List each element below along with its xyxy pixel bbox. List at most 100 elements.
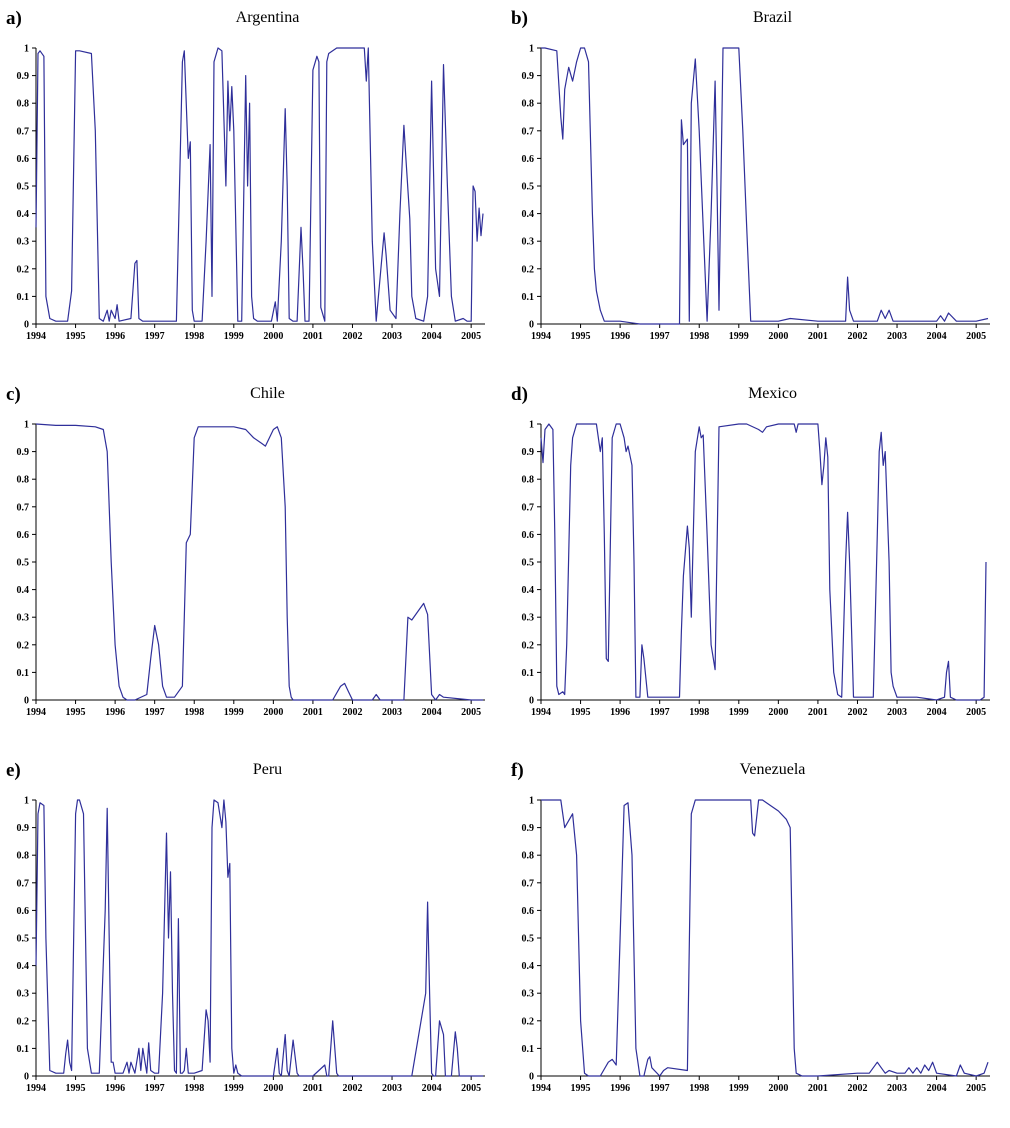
y-tick-label: 0.9: [17, 823, 30, 834]
y-tick-label: 0.2: [17, 1016, 30, 1027]
x-tick-label: 1994: [531, 1083, 551, 1094]
x-tick-label: 1998: [184, 331, 204, 342]
panel-label: d): [511, 384, 528, 405]
y-tick-label: 0.2: [522, 1016, 535, 1027]
panel-chile: c) Chile 0 0.1 0.2 0.3 0.4 0.5 0.6 0.7 0.8 0.9 1 19…: [0, 376, 505, 752]
x-tick-label: 1998: [689, 1083, 709, 1094]
x-tick-label: 1995: [66, 331, 86, 342]
y-tick-label: 0.3: [17, 237, 30, 248]
y-tick-label: 0.7: [17, 126, 30, 137]
y-tick-label: 1: [24, 796, 29, 807]
y-tick-label: 0.9: [522, 71, 535, 82]
x-tick-label: 1998: [184, 707, 204, 718]
y-tick-label: 1: [529, 420, 534, 431]
y-tick-label: 0.3: [17, 989, 30, 1000]
y-tick-label: 0.5: [522, 934, 535, 945]
y-tick-label: 0.6: [17, 906, 30, 917]
y-tick-label: 0.1: [17, 668, 30, 679]
y-tick-label: 0.1: [522, 668, 535, 679]
y-tick-label: 0.1: [17, 1044, 30, 1055]
x-tick-label: 2002: [847, 1083, 867, 1094]
y-tick-label: 0.4: [522, 961, 535, 972]
x-tick-label: 2000: [768, 331, 788, 342]
series-line: [541, 799, 989, 1077]
series-line: [540, 423, 987, 701]
x-tick-label: 2004: [422, 1083, 442, 1094]
chart-plot: 0 0.1 0.2 0.3 0.4 0.5 0.6 0.7 0.8 0.9 1 1994 1995 199…: [17, 420, 485, 718]
y-tick-label: 0.2: [522, 264, 535, 275]
y-tick-label: 0.3: [522, 237, 535, 248]
x-tick-label: 1999: [729, 331, 749, 342]
y-tick-label: 0.9: [522, 823, 535, 834]
y-tick-label: 0.3: [522, 989, 535, 1000]
y-tick-label: 0: [24, 320, 29, 331]
panel-mexico: d) Mexico 0 0.1 0.2 0.3 0.4 0.5 0.6 0.7 0.8 0.9 1 1…: [505, 376, 1010, 752]
x-tick-label: 1997: [145, 1083, 165, 1094]
panel-label: c): [6, 384, 21, 405]
y-tick-label: 0.4: [17, 209, 30, 220]
x-tick-label: 2001: [303, 331, 323, 342]
y-tick-label: 0.9: [17, 447, 30, 458]
y-tick-label: 0: [529, 320, 534, 331]
x-tick-label: 2000: [768, 707, 788, 718]
x-tick-label: 1994: [531, 707, 551, 718]
x-tick-label: 1999: [729, 707, 749, 718]
x-tick-label: 2003: [382, 1083, 402, 1094]
x-tick-label: 1999: [729, 1083, 749, 1094]
y-tick-label: 0.7: [17, 502, 30, 513]
chart-title: Brazil: [752, 9, 793, 26]
panel-label: f): [511, 760, 524, 781]
x-tick-label: 2003: [382, 331, 402, 342]
y-tick-label: 0.5: [522, 182, 535, 193]
y-tick-label: 0.2: [17, 640, 30, 651]
x-tick-label: 2001: [808, 331, 828, 342]
y-tick-label: 0.5: [17, 558, 30, 569]
y-tick-label: 0.7: [522, 502, 535, 513]
y-tick-label: 0.5: [17, 182, 30, 193]
x-tick-label: 2005: [461, 1083, 481, 1094]
chart-plot: 0 0.1 0.2 0.3 0.4 0.5 0.6 0.7 0.8 0.9 1 1994 1995 199…: [17, 796, 485, 1094]
y-tick-label: 0.4: [17, 585, 30, 596]
x-tick-label: 2002: [847, 707, 867, 718]
x-tick-label: 1995: [66, 1083, 86, 1094]
y-tick-label: 0: [24, 696, 29, 707]
x-tick-label: 1994: [26, 707, 46, 718]
y-tick-label: 0.6: [522, 530, 535, 541]
y-tick-label: 0.3: [17, 613, 30, 624]
x-tick-label: 2003: [887, 1083, 907, 1094]
y-tick-label: 0.1: [17, 292, 30, 303]
y-tick-label: 0.4: [522, 585, 535, 596]
chart-plot: 0 0.1 0.2 0.3 0.4 0.5 0.6 0.7 0.8 0.9 1 1994 1995 199…: [522, 44, 990, 342]
x-tick-label: 2005: [966, 1083, 986, 1094]
series-line: [541, 47, 989, 325]
y-tick-label: 0.4: [17, 961, 30, 972]
x-tick-label: 2004: [927, 1083, 947, 1094]
y-tick-label: 0: [24, 1072, 29, 1083]
x-tick-label: 2001: [303, 1083, 323, 1094]
x-tick-label: 1995: [66, 707, 86, 718]
chart-title: Mexico: [748, 385, 797, 402]
y-tick-label: 0.8: [522, 475, 535, 486]
x-tick-label: 1994: [26, 331, 46, 342]
x-tick-label: 1997: [145, 331, 165, 342]
x-tick-label: 1996: [610, 331, 630, 342]
y-tick-label: 0.6: [522, 906, 535, 917]
x-tick-label: 2001: [808, 707, 828, 718]
y-tick-label: 1: [24, 420, 29, 431]
y-tick-label: 0.7: [17, 878, 30, 889]
y-tick-label: 0.8: [522, 851, 535, 862]
y-tick-label: 0.7: [522, 878, 535, 889]
x-tick-label: 2003: [887, 707, 907, 718]
y-tick-label: 0: [529, 1072, 534, 1083]
chart-plot: 0 0.1 0.2 0.3 0.4 0.5 0.6 0.7 0.8 0.9 1 1994 1995 199…: [522, 796, 990, 1094]
x-tick-label: 1995: [571, 331, 591, 342]
x-tick-label: 2005: [966, 331, 986, 342]
x-tick-label: 1999: [224, 331, 244, 342]
x-tick-label: 2004: [422, 707, 442, 718]
x-tick-label: 2002: [847, 331, 867, 342]
y-tick-label: 0.9: [17, 71, 30, 82]
y-tick-label: 0.8: [17, 99, 30, 110]
chart-title: Argentina: [235, 9, 300, 26]
x-tick-label: 1995: [571, 1083, 591, 1094]
